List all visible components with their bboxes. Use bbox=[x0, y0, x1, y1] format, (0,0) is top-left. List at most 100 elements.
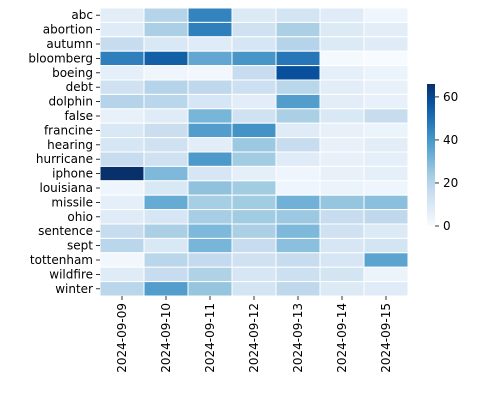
heatmap-cell-dolphin-2024-09-13 bbox=[275, 93, 321, 110]
heatmap-cell-abc-2024-09-14 bbox=[319, 7, 365, 23]
x-tick-label-2024-09-09: 2024-09-09 bbox=[115, 303, 129, 373]
heatmap-cell-false-2024-09-10 bbox=[143, 108, 189, 124]
heatmap-cell-hearing-2024-09-14 bbox=[319, 137, 365, 153]
heatmap-cell-false-2024-09-09 bbox=[99, 108, 145, 124]
y-tick-label-hearing: hearing bbox=[47, 138, 93, 152]
y-tick-label-dolphin: dolphin bbox=[49, 95, 93, 109]
heatmap-cell-tottenham-2024-09-15 bbox=[363, 252, 409, 268]
heatmap-cell-debt-2024-09-09 bbox=[99, 79, 145, 95]
heatmap-cell-abortion-2024-09-15 bbox=[363, 21, 409, 38]
heatmap-cell-ohio-2024-09-11 bbox=[187, 209, 233, 225]
x-tick-label-2024-09-11: 2024-09-11 bbox=[203, 303, 217, 373]
heatmap-cell-tottenham-2024-09-11 bbox=[187, 252, 233, 268]
heatmap-cell-missile-2024-09-13 bbox=[275, 194, 321, 211]
heatmap-cell-hurricane-2024-09-13 bbox=[275, 151, 321, 167]
heatmap-cell-sentence-2024-09-14 bbox=[319, 223, 365, 239]
heatmap-cell-boeing-2024-09-14 bbox=[319, 65, 365, 81]
heatmap-cell-francine-2024-09-13 bbox=[275, 122, 321, 139]
heatmap-cell-boeing-2024-09-09 bbox=[99, 65, 145, 81]
heatmap-cell-iphone-2024-09-12 bbox=[231, 165, 277, 182]
heatmap-cell-hurricane-2024-09-11 bbox=[187, 151, 233, 167]
heatmap-cell-louisiana-2024-09-14 bbox=[319, 180, 365, 196]
heatmap-cell-louisiana-2024-09-12 bbox=[231, 180, 277, 196]
heatmap-cell-bloomberg-2024-09-13 bbox=[275, 50, 321, 67]
heatmap-cell-dolphin-2024-09-15 bbox=[363, 93, 409, 110]
x-tick-label-2024-09-10: 2024-09-10 bbox=[159, 303, 173, 373]
heatmap-cell-dolphin-2024-09-12 bbox=[231, 93, 277, 110]
x-tick-labels: 2024-09-09 2024-09-10 2024-09-11 2024-09-12… bbox=[115, 296, 393, 373]
heatmap-cell-hearing-2024-09-09 bbox=[99, 137, 145, 153]
heatmap-cell-sentence-2024-09-09 bbox=[99, 223, 145, 239]
heatmap-cell-winter-2024-09-12 bbox=[231, 281, 277, 297]
y-tick-label-abortion: abortion bbox=[43, 23, 93, 37]
y-tick-label-sentence: sentence bbox=[38, 224, 93, 238]
heatmap-cell-boeing-2024-09-15 bbox=[363, 65, 409, 81]
heatmap-cell-winter-2024-09-09 bbox=[99, 281, 145, 297]
heatmap-cell-abortion-2024-09-09 bbox=[99, 21, 145, 38]
heatmap-cell-louisiana-2024-09-11 bbox=[187, 180, 233, 196]
y-tick-labels: abcabortionautumnbloombergboeingdebtdolp… bbox=[28, 8, 100, 296]
heatmap-cell-bloomberg-2024-09-12 bbox=[231, 50, 277, 67]
colorbar: 0 20 40 60 bbox=[427, 84, 458, 233]
heatmap-cell-bloomberg-2024-09-14 bbox=[319, 50, 365, 67]
heatmap-cell-debt-2024-09-11 bbox=[187, 79, 233, 95]
heatmap-cell-missile-2024-09-11 bbox=[187, 194, 233, 211]
colorbar-gradient bbox=[427, 84, 435, 226]
heatmap-cell-boeing-2024-09-10 bbox=[143, 65, 189, 81]
heatmap-cell-ohio-2024-09-09 bbox=[99, 209, 145, 225]
heatmap-cell-autumn-2024-09-09 bbox=[99, 36, 145, 52]
heatmap-cell-francine-2024-09-12 bbox=[231, 122, 277, 139]
y-tick-label-wildfire: wildfire bbox=[49, 267, 93, 281]
heatmap-cell-sept-2024-09-09 bbox=[99, 237, 145, 254]
heatmap-cell-sept-2024-09-10 bbox=[143, 237, 189, 254]
y-tick-label-sept: sept bbox=[67, 239, 93, 253]
heatmap-cell-false-2024-09-15 bbox=[363, 108, 409, 124]
heatmap-cell-autumn-2024-09-14 bbox=[319, 36, 365, 52]
heatmap-cell-abc-2024-09-13 bbox=[275, 7, 321, 23]
heatmap-cell-francine-2024-09-09 bbox=[99, 122, 145, 139]
heatmap-cell-bloomberg-2024-09-11 bbox=[187, 50, 233, 67]
heatmap-cell-sept-2024-09-12 bbox=[231, 237, 277, 254]
heatmap-cell-tottenham-2024-09-12 bbox=[231, 252, 277, 268]
heatmap-cell-tottenham-2024-09-09 bbox=[99, 252, 145, 268]
heatmap-cell-louisiana-2024-09-10 bbox=[143, 180, 189, 196]
heatmap-cell-debt-2024-09-13 bbox=[275, 79, 321, 95]
y-tick-label-abc: abc bbox=[71, 8, 93, 22]
heatmap-cell-debt-2024-09-10 bbox=[143, 79, 189, 95]
heatmap-cell-dolphin-2024-09-10 bbox=[143, 93, 189, 110]
heatmap-cell-hurricane-2024-09-10 bbox=[143, 151, 189, 167]
heatmap-cell-ohio-2024-09-14 bbox=[319, 209, 365, 225]
heatmap-cell-wildfire-2024-09-11 bbox=[187, 266, 233, 283]
heatmap-cell-tottenham-2024-09-14 bbox=[319, 252, 365, 268]
y-tick-label-debt: debt bbox=[66, 80, 94, 94]
heatmap-cell-hearing-2024-09-12 bbox=[231, 137, 277, 153]
heatmap-cell-abortion-2024-09-14 bbox=[319, 21, 365, 38]
heatmap-cell-francine-2024-09-11 bbox=[187, 122, 233, 139]
heatmap-cell-false-2024-09-13 bbox=[275, 108, 321, 124]
y-tick-label-louisiana: louisiana bbox=[39, 181, 93, 195]
heatmap-cell-louisiana-2024-09-13 bbox=[275, 180, 321, 196]
heatmap-cell-hearing-2024-09-15 bbox=[363, 137, 409, 153]
heatmap-cell-false-2024-09-11 bbox=[187, 108, 233, 124]
heatmap-cell-francine-2024-09-14 bbox=[319, 122, 365, 139]
heatmap-cell-debt-2024-09-15 bbox=[363, 79, 409, 95]
heatmap-cell-winter-2024-09-14 bbox=[319, 281, 365, 297]
heatmap-cell-iphone-2024-09-09 bbox=[99, 165, 145, 182]
y-tick-label-tottenham: tottenham bbox=[30, 253, 93, 267]
heatmap-cell-sentence-2024-09-11 bbox=[187, 223, 233, 239]
heatmap-cell-wildfire-2024-09-13 bbox=[275, 266, 321, 283]
heatmap-cell-autumn-2024-09-12 bbox=[231, 36, 277, 52]
heatmap-cell-sentence-2024-09-13 bbox=[275, 223, 321, 239]
heatmap-cell-dolphin-2024-09-14 bbox=[319, 93, 365, 110]
heatmap-cell-debt-2024-09-14 bbox=[319, 79, 365, 95]
heatmap-cell-ohio-2024-09-10 bbox=[143, 209, 189, 225]
heatmap-cell-winter-2024-09-10 bbox=[143, 281, 189, 297]
heatmap-cell-sentence-2024-09-12 bbox=[231, 223, 277, 239]
y-tick-label-boeing: boeing bbox=[52, 66, 93, 80]
y-tick-label-francine: francine bbox=[44, 123, 93, 137]
heatmap-cell-abc-2024-09-11 bbox=[187, 7, 233, 23]
heatmap-cell-ohio-2024-09-12 bbox=[231, 209, 277, 225]
heatmap-cell-wildfire-2024-09-14 bbox=[319, 266, 365, 283]
y-tick-label-winter: winter bbox=[55, 282, 93, 296]
